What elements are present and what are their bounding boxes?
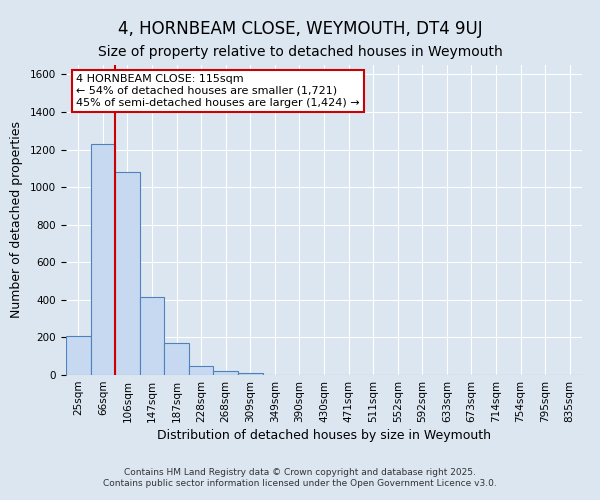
Bar bbox=[140, 297, 164, 375]
Bar bbox=[66, 336, 91, 375]
Bar bbox=[91, 144, 115, 375]
Text: Contains HM Land Registry data © Crown copyright and database right 2025.
Contai: Contains HM Land Registry data © Crown c… bbox=[103, 468, 497, 487]
Bar bbox=[214, 371, 238, 375]
Text: Size of property relative to detached houses in Weymouth: Size of property relative to detached ho… bbox=[98, 45, 502, 59]
Bar bbox=[189, 366, 214, 375]
Text: 4 HORNBEAM CLOSE: 115sqm
← 54% of detached houses are smaller (1,721)
45% of sem: 4 HORNBEAM CLOSE: 115sqm ← 54% of detach… bbox=[76, 74, 360, 108]
Y-axis label: Number of detached properties: Number of detached properties bbox=[10, 122, 23, 318]
Bar bbox=[238, 373, 263, 375]
Bar bbox=[115, 172, 140, 375]
X-axis label: Distribution of detached houses by size in Weymouth: Distribution of detached houses by size … bbox=[157, 429, 491, 442]
Bar bbox=[164, 343, 189, 375]
Text: 4, HORNBEAM CLOSE, WEYMOUTH, DT4 9UJ: 4, HORNBEAM CLOSE, WEYMOUTH, DT4 9UJ bbox=[118, 20, 482, 38]
